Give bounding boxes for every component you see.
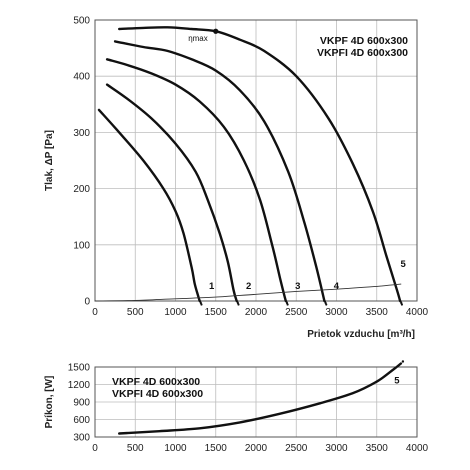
y-tick-label: 1200 xyxy=(68,380,91,391)
y-tick-label: 400 xyxy=(73,72,90,83)
chart-panel-1: 0 500 1000 1500 2000 2500 3000 3500 400001002003… xyxy=(44,16,429,341)
curve-label-5: 5 xyxy=(394,376,400,387)
fan-curve-5 xyxy=(118,362,403,435)
y-tick-label: 600 xyxy=(73,415,90,426)
x-tick-label: 500 xyxy=(127,443,144,454)
y-tick-label: 300 xyxy=(73,128,90,139)
fan-curve-4 xyxy=(113,40,326,303)
model-label: VKPF 4D 600x300 xyxy=(320,35,408,47)
curve-tail-dot xyxy=(286,303,289,306)
x-tick-label: 3500 xyxy=(366,307,389,318)
curve-label-2: 2 xyxy=(246,281,251,292)
x-tick-label: 3000 xyxy=(325,307,348,318)
fan-curve-2 xyxy=(105,83,238,303)
x-tick-label: 500 xyxy=(127,307,144,318)
y-axis-title: Tlak, ΔP [Pa] xyxy=(44,130,55,191)
x-tick-label: 0 xyxy=(92,307,98,318)
x-tick-label: 4000 xyxy=(406,307,429,318)
y-tick-label: 300 xyxy=(73,433,90,444)
y-tick-label: 0 xyxy=(84,297,90,308)
model-label: VKPFI 4D 600x300 xyxy=(112,388,203,400)
plot-frame xyxy=(94,366,418,438)
x-tick-label: 0 xyxy=(92,443,98,454)
fan-curve-3 xyxy=(105,58,287,303)
system-curve xyxy=(94,283,402,302)
x-tick-label: 1000 xyxy=(164,443,187,454)
eta-max-label: ηmax xyxy=(188,34,208,43)
y-axis-title: Príkon, [W] xyxy=(44,376,55,429)
y-tick-label: 900 xyxy=(73,398,90,409)
x-tick-label: 3500 xyxy=(366,443,389,454)
x-axis-title: Prietok vzduchu [m³/h] xyxy=(307,329,415,340)
x-tick-label: 2500 xyxy=(285,307,308,318)
curve-tail-dot xyxy=(400,303,403,306)
fan-curve-1 xyxy=(97,108,201,303)
curve-label-1: 1 xyxy=(209,281,215,292)
curve-label-4: 4 xyxy=(334,281,340,292)
fan-curve-5 xyxy=(118,26,402,303)
curve-label-3: 3 xyxy=(295,281,300,292)
model-label: VKPFI 4D 600x300 xyxy=(317,47,408,59)
model-label: VKPF 4D 600x300 xyxy=(112,376,200,388)
x-tick-label: 2000 xyxy=(245,307,268,318)
x-tick-label: 2000 xyxy=(245,443,268,454)
eta-max-point xyxy=(213,28,219,34)
y-tick-label: 100 xyxy=(73,240,90,251)
y-tick-label: 1500 xyxy=(68,363,91,374)
x-tick-label: 2500 xyxy=(285,443,308,454)
curve-label-5: 5 xyxy=(400,259,406,270)
x-tick-label: 1000 xyxy=(164,307,187,318)
plot-frame xyxy=(94,19,418,302)
chart-panel-2: 0 500 1000 1500 2000 2500 3000 3500 4000 300 600 90… xyxy=(44,360,429,454)
curve-tail-dot xyxy=(200,303,203,306)
x-tick-label: 1500 xyxy=(205,443,228,454)
curve-tail-dot xyxy=(325,303,328,306)
x-tick-label: 3000 xyxy=(325,443,348,454)
y-tick-label: 500 xyxy=(73,16,90,27)
x-tick-label: 1500 xyxy=(205,307,228,318)
curve-tail-dot xyxy=(401,360,405,363)
y-tick-label: 200 xyxy=(73,184,90,195)
curve-tail-dot xyxy=(237,303,240,306)
x-tick-label: 4000 xyxy=(406,443,429,454)
